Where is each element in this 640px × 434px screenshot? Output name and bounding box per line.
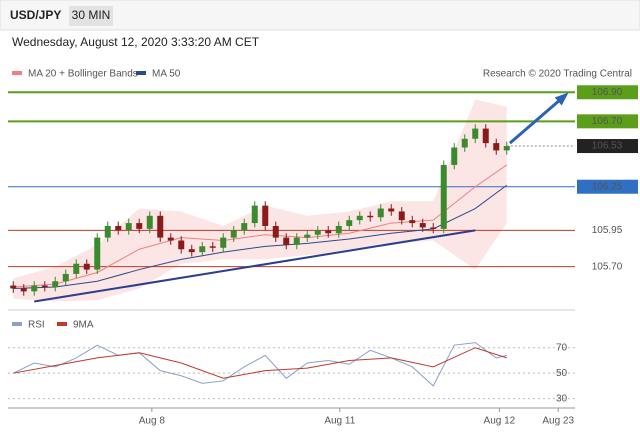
x-tick-label: Aug 11 — [324, 416, 355, 427]
candle-body — [409, 220, 416, 224]
candle-body — [472, 128, 479, 139]
legend-swatch — [57, 322, 67, 326]
legend-swatch — [12, 71, 22, 75]
rsi-line — [13, 342, 507, 387]
candle-body — [220, 237, 227, 248]
candle-body — [377, 208, 384, 218]
candle-body — [314, 230, 321, 235]
candle-body — [199, 246, 206, 253]
candle-body — [167, 237, 174, 241]
y-tick-label: 70 — [556, 342, 568, 353]
candle-body — [304, 234, 311, 238]
candle-body — [41, 285, 48, 288]
arrow-head — [554, 92, 569, 106]
candle-body — [451, 147, 458, 165]
level-label: 105.70 — [592, 261, 623, 272]
legend-swatch — [136, 71, 146, 75]
level-box — [577, 179, 638, 194]
candle-body — [125, 223, 132, 231]
last-price-box — [577, 139, 638, 154]
candle-body — [73, 263, 80, 274]
legend-label: MA 20 + Bollinger Bands — [28, 69, 138, 80]
trendline — [34, 229, 476, 303]
candle-body — [283, 237, 290, 245]
y-tick-label: 50 — [556, 368, 568, 379]
x-tick-label: Aug 8 — [139, 416, 166, 427]
candle-body — [146, 215, 153, 229]
candle-body — [94, 237, 101, 270]
candle-body — [461, 138, 468, 148]
symbol: USD/JPY — [10, 8, 61, 22]
candle-body — [262, 205, 269, 226]
y-tick-label: 30 — [556, 393, 568, 404]
forecast-arrow — [508, 94, 567, 145]
candle-body — [230, 230, 237, 238]
candle-body — [430, 227, 437, 229]
x-tick-label: Aug 12 — [484, 416, 516, 427]
candle-body — [62, 273, 69, 282]
level-label: 105.95 — [592, 225, 623, 236]
candle-body — [52, 281, 59, 288]
candle-body — [241, 223, 248, 231]
bollinger-band — [13, 99, 507, 302]
legend-swatch — [12, 322, 22, 326]
candle-body — [367, 215, 374, 218]
candle-body — [136, 223, 143, 229]
candle-body — [346, 220, 353, 226]
candle-body — [493, 143, 500, 151]
timeframe-box — [69, 6, 113, 26]
candle-body — [335, 225, 342, 234]
candle-body — [188, 249, 195, 253]
level-box — [577, 85, 638, 100]
last-price-label: 106.53 — [592, 141, 623, 152]
candle-body — [157, 215, 164, 238]
candle-body — [31, 285, 38, 292]
candle-body — [398, 211, 405, 221]
candle-body — [272, 225, 279, 238]
candle-body — [104, 225, 111, 238]
level-box — [577, 114, 638, 129]
level-label: 106.90 — [592, 87, 623, 98]
candle-body — [209, 246, 216, 248]
candle-body — [83, 263, 90, 270]
candle-body — [293, 237, 300, 245]
candle-body — [356, 215, 363, 221]
level-label: 106.25 — [592, 181, 623, 192]
candle-body — [178, 240, 185, 250]
x-tick-label: Aug 23 — [542, 416, 574, 427]
candle-body — [115, 225, 122, 231]
timestamp: Wednesday, August 12, 2020 3:33:20 AM CE… — [12, 35, 260, 49]
candle-body — [482, 128, 489, 144]
level-label: 106.70 — [592, 116, 623, 127]
legend-label: MA 50 — [152, 69, 181, 80]
legend-label: 9MA — [73, 320, 94, 331]
candle-body — [419, 223, 426, 228]
candle-body — [10, 285, 17, 289]
candle-body — [440, 164, 447, 229]
timeframe: 30 MIN — [72, 8, 111, 22]
candle-body — [503, 146, 510, 151]
rsi-line — [13, 347, 507, 379]
candle-body — [325, 230, 332, 234]
legend-label: RSI — [28, 320, 45, 331]
candle-body — [20, 288, 27, 292]
credit: Research © 2020 Trading Central — [483, 69, 632, 80]
candle-body — [388, 208, 395, 212]
candle-body — [251, 205, 258, 224]
